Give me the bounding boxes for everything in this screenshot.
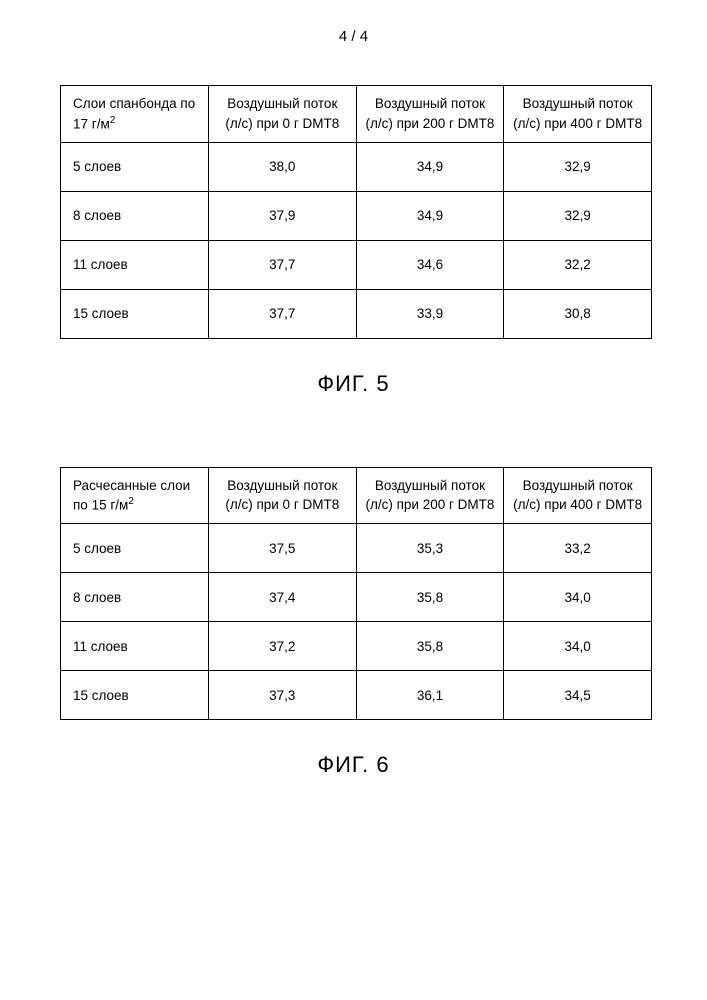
header-text: (л/с) при 200 г DMT8	[365, 497, 494, 512]
cell-value: 34,6	[356, 240, 504, 289]
table-row: 8 слоев 37,9 34,9 32,9	[61, 191, 652, 240]
cell-value: 37,3	[208, 671, 356, 720]
header-text: (л/с) при 0 г DMT8	[225, 116, 339, 131]
cell-value: 37,7	[208, 289, 356, 338]
cell-value: 34,9	[356, 142, 504, 191]
table-row: 15 слоев 37,3 36,1 34,5	[61, 671, 652, 720]
header-text: Воздушный поток	[375, 96, 485, 111]
table-row: 5 слоев 37,5 35,3 33,2	[61, 524, 652, 573]
table-row: 11 слоев 37,2 35,8 34,0	[61, 622, 652, 671]
cell-value: 36,1	[356, 671, 504, 720]
row-label: 5 слоев	[61, 142, 209, 191]
cell-value: 35,8	[356, 622, 504, 671]
header-text: Воздушный поток	[227, 478, 337, 493]
header-text: Расчесанные слои	[73, 478, 190, 493]
cell-value: 37,4	[208, 573, 356, 622]
cell-value: 34,5	[504, 671, 652, 720]
table-header-row: Расчесанные слои по 15 г/м2 Воздушный по…	[61, 467, 652, 524]
cell-value: 34,0	[504, 573, 652, 622]
row-label: 11 слоев	[61, 622, 209, 671]
cell-value: 35,3	[356, 524, 504, 573]
col-header-200g: Воздушный поток (л/с) при 200 г DMT8	[356, 467, 504, 524]
col-header-0g: Воздушный поток (л/с) при 0 г DMT8	[208, 86, 356, 143]
col-header-200g: Воздушный поток (л/с) при 200 г DMT8	[356, 86, 504, 143]
header-text: Воздушный поток	[523, 96, 633, 111]
figure5-caption: ФИГ. 5	[0, 371, 707, 397]
figure6-table: Расчесанные слои по 15 г/м2 Воздушный по…	[60, 467, 652, 721]
header-text: (л/с) при 400 г DMT8	[513, 497, 642, 512]
cell-value: 38,0	[208, 142, 356, 191]
cell-value: 35,8	[356, 573, 504, 622]
table-row: 11 слоев 37,7 34,6 32,2	[61, 240, 652, 289]
row-label: 11 слоев	[61, 240, 209, 289]
col-header-400g: Воздушный поток (л/с) при 400 г DMT8	[504, 467, 652, 524]
header-text: Воздушный поток	[523, 478, 633, 493]
cell-value: 33,9	[356, 289, 504, 338]
row-label: 8 слоев	[61, 573, 209, 622]
cell-value: 32,9	[504, 191, 652, 240]
cell-value: 32,9	[504, 142, 652, 191]
col-header-layers: Слои спанбонда по 17 г/м2	[61, 86, 209, 143]
table-header-row: Слои спанбонда по 17 г/м2 Воздушный пото…	[61, 86, 652, 143]
header-text: (л/с) при 400 г DMT8	[513, 116, 642, 131]
header-text: 17 г/м	[73, 116, 110, 131]
cell-value: 32,2	[504, 240, 652, 289]
row-label: 15 слоев	[61, 671, 209, 720]
col-header-layers: Расчесанные слои по 15 г/м2	[61, 467, 209, 524]
cell-value: 33,2	[504, 524, 652, 573]
cell-value: 30,8	[504, 289, 652, 338]
cell-value: 34,9	[356, 191, 504, 240]
header-sup: 2	[128, 496, 134, 507]
header-text: (л/с) при 200 г DMT8	[365, 116, 494, 131]
cell-value: 37,9	[208, 191, 356, 240]
col-header-400g: Воздушный поток (л/с) при 400 г DMT8	[504, 86, 652, 143]
figure6-caption: ФИГ. 6	[0, 752, 707, 778]
figure5-table: Слои спанбонда по 17 г/м2 Воздушный пото…	[60, 85, 652, 339]
cell-value: 37,7	[208, 240, 356, 289]
figure5-table-wrap: Слои спанбонда по 17 г/м2 Воздушный пото…	[0, 85, 707, 339]
table-row: 5 слоев 38,0 34,9 32,9	[61, 142, 652, 191]
header-text: (л/с) при 0 г DMT8	[225, 497, 339, 512]
cell-value: 34,0	[504, 622, 652, 671]
row-label: 8 слоев	[61, 191, 209, 240]
table-row: 8 слоев 37,4 35,8 34,0	[61, 573, 652, 622]
header-text: Слои спанбонда по	[73, 96, 195, 111]
header-text: Воздушный поток	[375, 478, 485, 493]
page-number: 4 / 4	[0, 0, 707, 85]
figure6-table-wrap: Расчесанные слои по 15 г/м2 Воздушный по…	[0, 467, 707, 721]
header-text: Воздушный поток	[227, 96, 337, 111]
header-text: по 15 г/м	[73, 498, 128, 513]
table-row: 15 слоев 37,7 33,9 30,8	[61, 289, 652, 338]
cell-value: 37,2	[208, 622, 356, 671]
col-header-0g: Воздушный поток (л/с) при 0 г DMT8	[208, 467, 356, 524]
row-label: 15 слоев	[61, 289, 209, 338]
cell-value: 37,5	[208, 524, 356, 573]
row-label: 5 слоев	[61, 524, 209, 573]
header-sup: 2	[110, 115, 116, 126]
